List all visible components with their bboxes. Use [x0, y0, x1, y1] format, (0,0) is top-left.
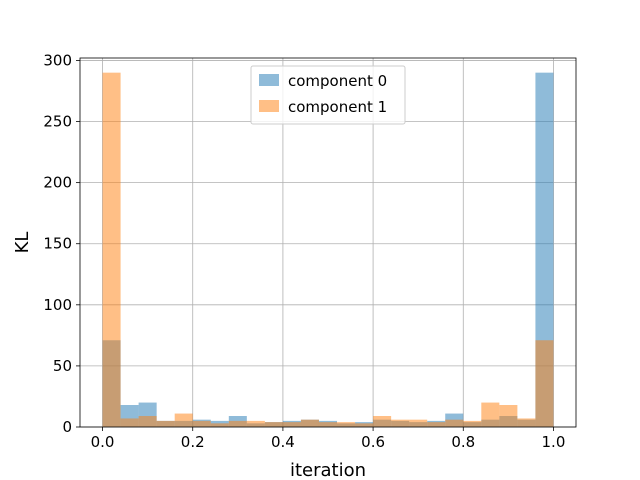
bar-component-0 [535, 72, 554, 427]
x-tick-label: 0.0 [91, 433, 115, 451]
legend-box [250, 65, 406, 125]
bar-component-1 [373, 416, 392, 427]
legend-swatch-component-1 [259, 100, 279, 112]
y-tick-label: 0 [62, 418, 72, 436]
legend-label-component-0: component 0 [288, 72, 387, 90]
bar-component-1 [535, 340, 554, 427]
x-tick-label: 0.6 [361, 433, 385, 451]
bar-component-1 [517, 418, 536, 427]
legend: component 0 component 1 [250, 65, 406, 125]
bar-component-1 [102, 72, 121, 427]
y-tick-label: 150 [43, 235, 72, 253]
y-tick-label: 100 [43, 296, 72, 314]
bar-component-1 [409, 419, 428, 427]
bar-component-1 [210, 423, 229, 427]
bar-component-1 [282, 422, 301, 427]
bar-component-1 [481, 402, 500, 427]
bar-component-1 [228, 420, 247, 427]
bar-component-1 [391, 419, 410, 427]
x-tick-label: 1.0 [542, 433, 566, 451]
legend-swatch-component-0 [259, 74, 279, 86]
bar-component-1 [156, 420, 175, 427]
legend-label-component-1: component 1 [288, 98, 387, 116]
y-axis-label: KL [12, 232, 33, 254]
x-tick-label: 0.8 [451, 433, 475, 451]
bar-component-1 [499, 405, 518, 427]
y-tick-label: 250 [43, 113, 72, 131]
bar-component-1 [300, 419, 319, 427]
bars [102, 72, 554, 427]
plot-frame [79, 57, 577, 428]
bar-component-1 [337, 422, 356, 427]
bar-component-1 [264, 422, 283, 427]
bar-component-1 [192, 420, 211, 427]
y-tick-label: 200 [43, 174, 72, 192]
bar-component-1 [174, 413, 193, 427]
x-tick-label: 0.4 [271, 433, 295, 451]
bar-component-1 [318, 422, 338, 427]
bar-component-1 [463, 420, 482, 427]
bar-component-1 [427, 422, 446, 427]
x-axis-ticks: 0.0 0.2 0.4 0.6 0.8 1.0 [91, 427, 566, 451]
y-tick-label: 50 [53, 357, 72, 375]
bar-component-1 [138, 416, 157, 427]
x-tick-label: 0.2 [181, 433, 205, 451]
bar-component-1 [120, 418, 139, 427]
bar-component-1 [355, 423, 374, 427]
bar-component-1 [445, 419, 464, 427]
bar-component-1 [246, 420, 265, 427]
x-axis-label: iteration [290, 460, 366, 480]
y-axis-ticks: 0 50 100 150 200 250 300 [43, 51, 80, 436]
y-tick-label: 300 [43, 51, 72, 69]
